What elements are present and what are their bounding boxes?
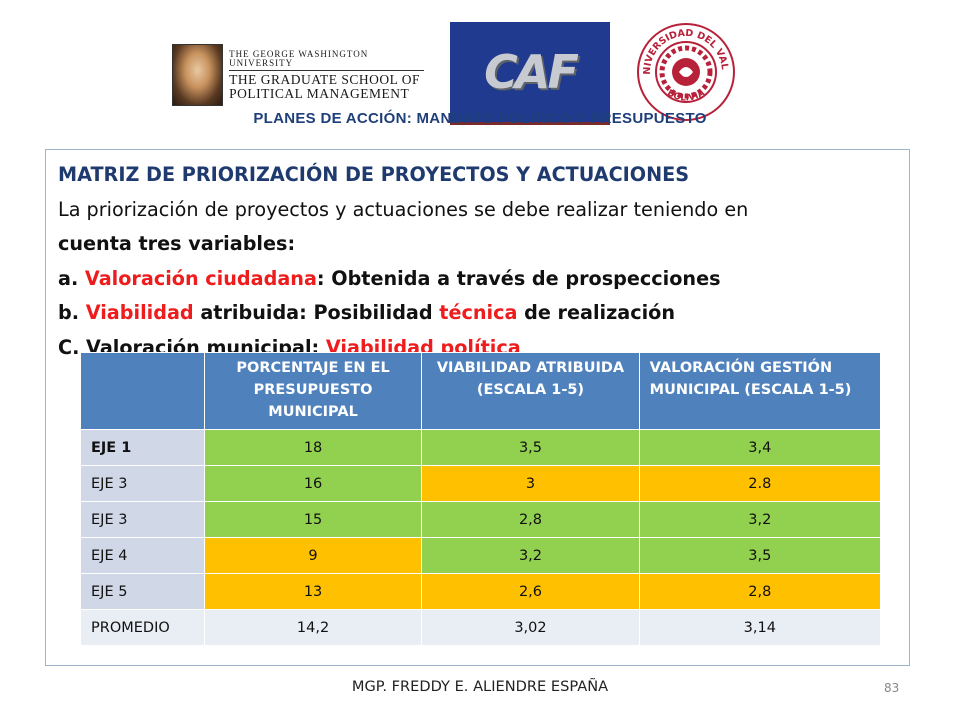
gwu-line-1: THE GEORGE WASHINGTON UNIVERSITY [229,50,424,71]
row-label: EJE 5 [80,573,205,610]
table-header-corner [80,352,205,430]
row-label: PROMEDIO [80,609,205,646]
table-header-budget: PORCENTAJE EN EL PRESUPUESTO MUNICIPAL [203,352,423,430]
table-header-viability: VIABILIDAD ATRIBUIDA (ESCALA 1-5) [421,352,640,430]
municipal-cell: 3,4 [638,429,882,466]
gwu-line-2: THE GRADUATE SCHOOL OF [229,72,420,87]
municipal-cell: 2,8 [638,573,882,610]
budget-cell: 15 [203,501,423,538]
caf-logo: CAF [450,22,610,122]
svg-text:BOLIVIA: BOLIVIA [665,88,707,103]
budget-cell: 16 [203,465,423,502]
univalle-bottom-text: BOLIVIA [665,88,707,103]
table-header-row: PORCENTAJE EN EL PRESUPUESTO MUNICIPAL V… [80,352,882,430]
intro-line-2: cuenta tres variables: [58,232,296,256]
logo-bar: THE GEORGE WASHINGTON UNIVERSITY THE GRA… [0,22,960,122]
variable-b-highlight-2: técnica [439,301,518,325]
intro-line-1: La priorización de proyectos y actuacion… [58,197,749,221]
municipal-cell: 3,14 [638,609,882,646]
municipal-cell: 3,5 [638,537,882,574]
matrix-title: MATRIZ DE PRIORIZACIÓN DE PROYECTOS Y AC… [58,163,690,186]
viability-cell: 3,02 [421,609,640,646]
body-text: MATRIZ DE PRIORIZACIÓN DE PROYECTOS Y AC… [58,158,898,366]
table-row: EJE 3 15 2,8 3,2 [80,501,882,538]
caf-logo-text: CAF [484,45,579,99]
variable-b-mid: atribuida: Posibilidad [193,301,440,325]
viability-cell: 3,5 [421,429,640,466]
budget-cell: 9 [203,537,423,574]
row-label: EJE 3 [80,465,205,502]
table-row: EJE 4 9 3,2 3,5 [80,537,882,574]
viability-cell: 2,8 [421,501,640,538]
content-frame [45,149,910,666]
budget-cell: 14,2 [203,609,423,646]
viability-cell: 2,6 [421,573,640,610]
variable-a-highlight: Valoración ciudadana [84,266,317,290]
row-label: EJE 3 [80,501,205,538]
priority-matrix-table: PORCENTAJE EN EL PRESUPUESTO MUNICIPAL V… [80,352,882,646]
variable-b-prefix: b. [58,301,86,325]
univalle-seal-icon: UNIVERSIDAD DEL VALLE BOLIVIA [636,22,735,121]
table-row-average: PROMEDIO 14,2 3,02 3,14 [80,609,882,646]
table-row: EJE 1 18 3,5 3,4 [80,429,882,466]
variable-a: a. Valoración ciudadana: Obtenida a trav… [58,262,898,297]
municipal-cell: 3,2 [638,501,882,538]
washington-portrait-icon [172,44,224,106]
budget-cell: 13 [203,573,423,610]
variable-a-prefix: a. [58,266,85,290]
row-label: EJE 1 [80,429,205,466]
variable-b: b. Viabilidad atribuida: Posibilidad téc… [58,296,898,331]
table-row: EJE 3 16 3 2.8 [80,465,882,502]
gwu-line-3: POLITICAL MANAGEMENT [229,85,410,101]
variable-a-rest: : Obtenida a través de prospecciones [316,266,721,290]
municipal-cell: 2.8 [638,465,882,502]
row-label: EJE 4 [80,537,205,574]
variable-b-highlight: Viabilidad [85,301,194,325]
gwu-wordmark: THE GEORGE WASHINGTON UNIVERSITY THE GRA… [229,50,424,100]
page-number: 83 [884,681,900,695]
budget-cell: 18 [203,429,423,466]
variable-b-rest: de realización [517,301,676,325]
table-row: EJE 5 13 2,6 2,8 [80,573,882,610]
viability-cell: 3 [421,465,640,502]
table-header-municipal: VALORACIÓN GESTIÓN MUNICIPAL (ESCALA 1-5… [638,352,882,430]
gwu-logo: THE GEORGE WASHINGTON UNIVERSITY THE GRA… [172,42,424,108]
footer-author: MGP. FREDDY E. ALIENDRE ESPAÑA [351,678,609,695]
slide-subtitle: PLANES DE ACCIÓN: MANDATO POLITICO Y PRE… [253,110,707,127]
viability-cell: 3,2 [421,537,640,574]
